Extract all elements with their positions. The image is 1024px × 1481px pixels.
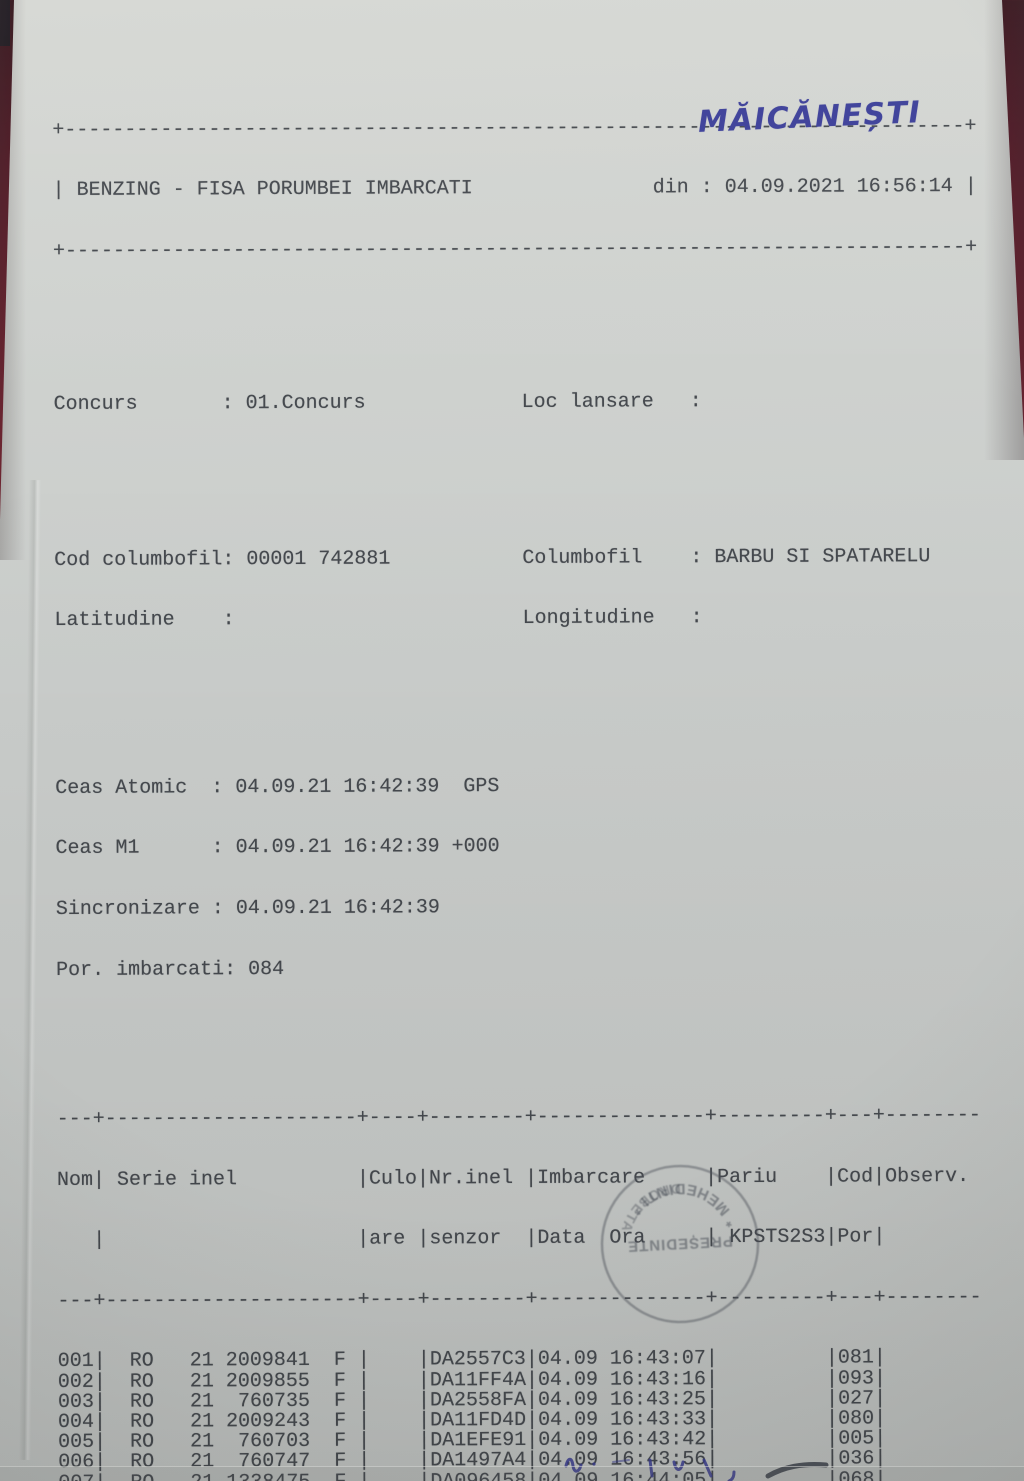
table-separator: ---+---------------------+----+--------+… [56, 1103, 981, 1131]
official-stamp: * MEHEDINTI * DROBETA PREȘEDINTE [600, 1164, 760, 1324]
pen-stroke [648, 1458, 654, 1478]
table-rows: 001| RO 21 2009841 F | |DA2557C3|04.09 1… [58, 1347, 985, 1481]
pen-stroke [672, 1460, 685, 1471]
table-header-line-1: Nom| Serie inel |Culo|Nr.inel |Imbarcare… [56, 1164, 970, 1192]
pen-stroke [702, 1458, 713, 1478]
table-header-line-2: | |are |senzor |Data Ora | KPSTS2S3|Por| [57, 1225, 886, 1253]
signature-strokes [564, 1457, 829, 1481]
sincronizare-line: Sincronizare : 04.09.21 16:42:39 [55, 896, 440, 921]
cod-columbofil-line: Cod columbofil: 00001 742881 Columbofil … [54, 544, 931, 572]
stamp-circle [600, 1164, 760, 1324]
fancier-info: Cod columbofil: 00001 742881 Columbofil … [54, 506, 979, 672]
pen-stroke [564, 1457, 583, 1473]
header-box-border-bottom: +---------------------------------------… [52, 235, 978, 263]
por-imbarcati-line: Por. imbarcati: 084 [56, 957, 285, 982]
table-separator: ---+---------------------+----+--------+… [57, 1285, 982, 1313]
paper-crease [18, 479, 42, 1461]
ceas-m1-line: Ceas M1 : 04.09.21 16:42:39 +000 [55, 835, 500, 861]
table-row: 007| RO 21 1338475 F | |DA096458|04.09 1… [58, 1468, 982, 1481]
ceas-atomic-line: Ceas Atomic : 04.09.21 16:42:39 GPS [55, 774, 500, 800]
pigeon-table: ---+---------------------+----+--------+… [56, 1066, 985, 1481]
pen-stroke [727, 1470, 736, 1481]
concurs-line: Concurs : 01.Concurs Loc lansare : [53, 390, 702, 417]
pen-stroke [765, 1462, 829, 1479]
pen-stroke [612, 1459, 630, 1463]
printed-report: +---------------------------------------… [52, 36, 986, 1481]
latitudine-line: Latitudine : Longitudine : [54, 606, 715, 633]
contest-info: Concurs : 01.Concurs Loc lansare : [53, 351, 978, 456]
pen-stroke [592, 1462, 596, 1466]
clock-info: Ceas Atomic : 04.09.21 16:42:39 GPS Ceas… [55, 734, 980, 1021]
background-notch [0, 0, 10, 46]
report-title-line: | BENZING - FISA PORUMBEI IMBARCATI din … [52, 175, 977, 203]
stamp-center-text: PREȘEDINTE [627, 1232, 734, 1255]
